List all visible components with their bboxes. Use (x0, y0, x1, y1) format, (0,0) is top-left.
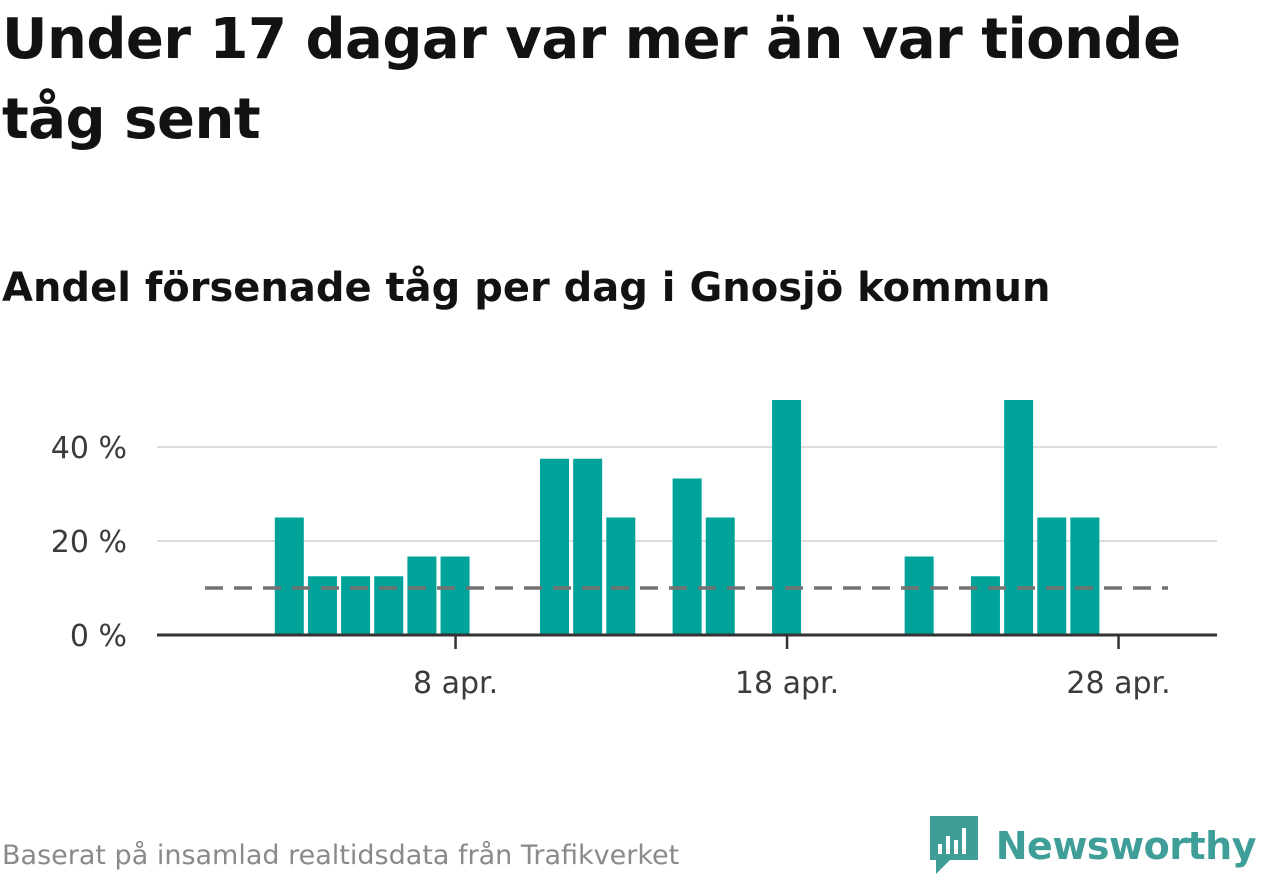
x-tick-label: 8 apr. (413, 666, 498, 701)
bar (573, 458, 603, 635)
bar (374, 576, 404, 635)
bar (307, 576, 337, 635)
bar (1004, 400, 1034, 635)
bar (407, 556, 437, 635)
y-tick-label: 20 % (51, 525, 127, 560)
bars (274, 400, 1100, 635)
bar (440, 556, 470, 635)
bar (341, 576, 371, 635)
chart-title: Under 17 dagar var mer än var tionde tåg… (2, 7, 1181, 152)
brand-name: Newsworthy (995, 824, 1257, 868)
bar (904, 556, 934, 635)
bar (1037, 517, 1067, 635)
bar (540, 458, 569, 635)
source-note: Baserat på insamlad realtidsdata från Tr… (2, 840, 680, 871)
x-tick-label: 28 apr. (1066, 666, 1170, 701)
bar (606, 517, 636, 635)
bar (970, 576, 1000, 635)
y-tick-label: 40 % (51, 431, 127, 466)
axes: 0 % 20 % 40 % 8 apr. 18 apr. 28 apr. (51, 431, 1217, 701)
y-tick-label: 0 % (70, 619, 127, 654)
brand: Newsworthy (929, 816, 1257, 876)
newsworthy-logo-icon (929, 816, 978, 874)
chart-subtitle: Andel försenade tåg per dag i Gnosjö kom… (2, 265, 1051, 311)
bar (772, 400, 802, 635)
bar (1070, 517, 1100, 635)
bar (705, 517, 735, 635)
x-tick-label: 18 apr. (735, 666, 839, 701)
bar (274, 517, 304, 635)
bar-chart: 0 % 20 % 40 % 8 apr. 18 apr. 28 apr. (51, 400, 1217, 701)
bar (672, 478, 702, 635)
